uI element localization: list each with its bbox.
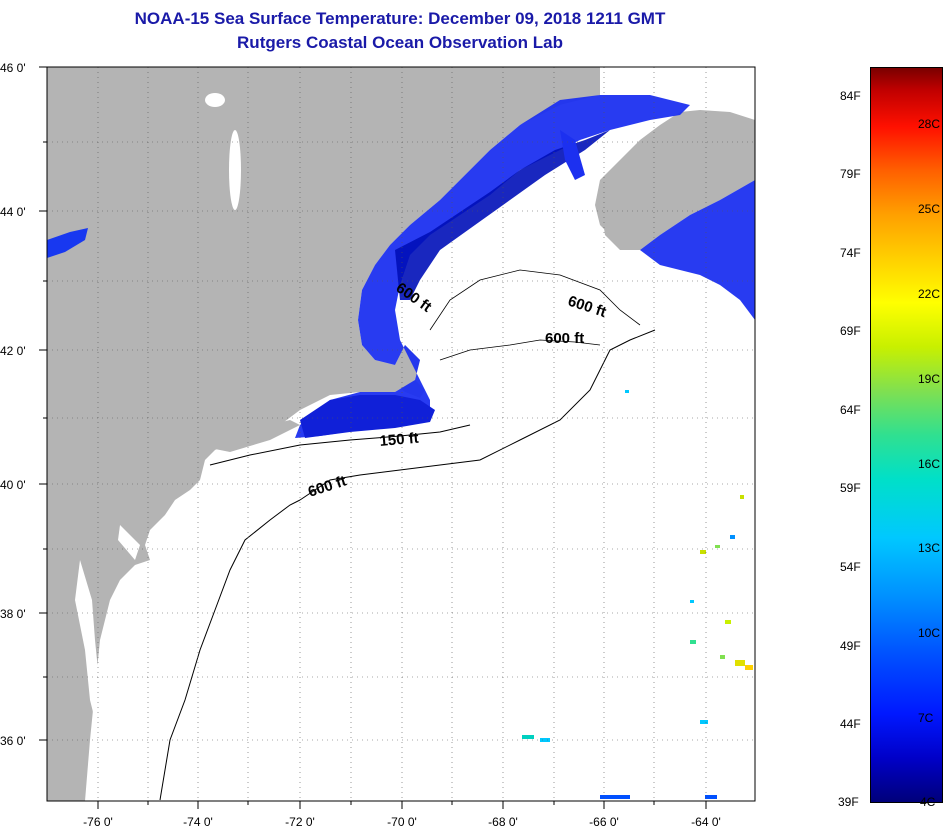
contour-label-3: 600 ft bbox=[545, 330, 584, 347]
contour-gulf-basin bbox=[429, 269, 641, 361]
lake-champlain bbox=[229, 130, 241, 210]
map-title: NOAA-15 Sea Surface Temperature: Decembe… bbox=[134, 9, 666, 28]
contour-600ft-slope bbox=[159, 499, 301, 801]
cb-c-4: 4C bbox=[920, 795, 936, 809]
cb-c-10: 10C bbox=[918, 626, 941, 640]
lat-label-38: 38 0' bbox=[0, 607, 26, 621]
lat-label-36: 36 0' bbox=[0, 734, 26, 748]
cb-c-19: 19C bbox=[918, 372, 941, 386]
cb-c-28: 28C bbox=[918, 117, 941, 131]
cb-f-54: 54F bbox=[840, 560, 861, 574]
cb-c-13: 13C bbox=[918, 541, 941, 555]
sst-band-scotian-shelf bbox=[640, 180, 755, 320]
lon-label-74: -74 0' bbox=[183, 815, 213, 829]
cb-c-25: 25C bbox=[918, 202, 941, 216]
cb-f-44: 44F bbox=[840, 717, 861, 731]
lake-winnipesaukee bbox=[205, 93, 225, 107]
sst-band-gulf-of-maine bbox=[295, 95, 690, 438]
map-subtitle: Rutgers Coastal Ocean Observation Lab bbox=[237, 33, 563, 52]
land-nova-scotia bbox=[600, 140, 755, 250]
lake-ontario bbox=[47, 228, 88, 258]
tick-marks bbox=[39, 66, 707, 809]
temperature-colorbar bbox=[870, 67, 943, 803]
contour-150ft bbox=[209, 424, 471, 466]
lon-label-64: -64 0' bbox=[691, 815, 721, 829]
lon-label-72: -72 0' bbox=[285, 815, 315, 829]
sst-band-gulf-of-maine-deep bbox=[395, 130, 610, 300]
delaware-bay bbox=[118, 525, 140, 560]
lat-label-42: 42 0' bbox=[0, 344, 26, 358]
land-new-england bbox=[47, 67, 600, 801]
cb-c-7: 7C bbox=[918, 711, 934, 725]
lon-label-76: -76 0' bbox=[83, 815, 113, 829]
cb-f-64: 64F bbox=[840, 403, 861, 417]
cb-c-22: 22C bbox=[918, 287, 941, 301]
cb-f-74: 74F bbox=[840, 246, 861, 260]
lon-label-70: -70 0' bbox=[387, 815, 417, 829]
cb-c-16: 16C bbox=[918, 457, 941, 471]
cb-f-84: 84F bbox=[840, 89, 861, 103]
sst-band-bay-of-fundy bbox=[560, 130, 585, 180]
sst-warm-pixels bbox=[522, 390, 753, 799]
cb-f-49: 49F bbox=[840, 639, 861, 653]
lon-label-66: -66 0' bbox=[589, 815, 619, 829]
contour-label-4: 150 ft bbox=[379, 430, 420, 450]
contour-600ft-georges bbox=[299, 329, 656, 501]
map-frame bbox=[46, 66, 756, 802]
land-long-island bbox=[210, 420, 300, 452]
lat-label-44: 44 0' bbox=[0, 205, 26, 219]
lon-label-68: -68 0' bbox=[488, 815, 518, 829]
chesapeake-bay bbox=[75, 560, 108, 740]
cb-f-39: 39F bbox=[838, 795, 859, 809]
sst-band-southern-ne bbox=[300, 395, 435, 438]
cb-f-69: 69F bbox=[840, 324, 861, 338]
grid-lines bbox=[47, 67, 755, 801]
lat-label-46: 46 0' bbox=[0, 61, 26, 75]
lat-label-40: 40 0' bbox=[0, 478, 26, 492]
cb-f-79: 79F bbox=[840, 167, 861, 181]
cb-f-59: 59F bbox=[840, 481, 861, 495]
